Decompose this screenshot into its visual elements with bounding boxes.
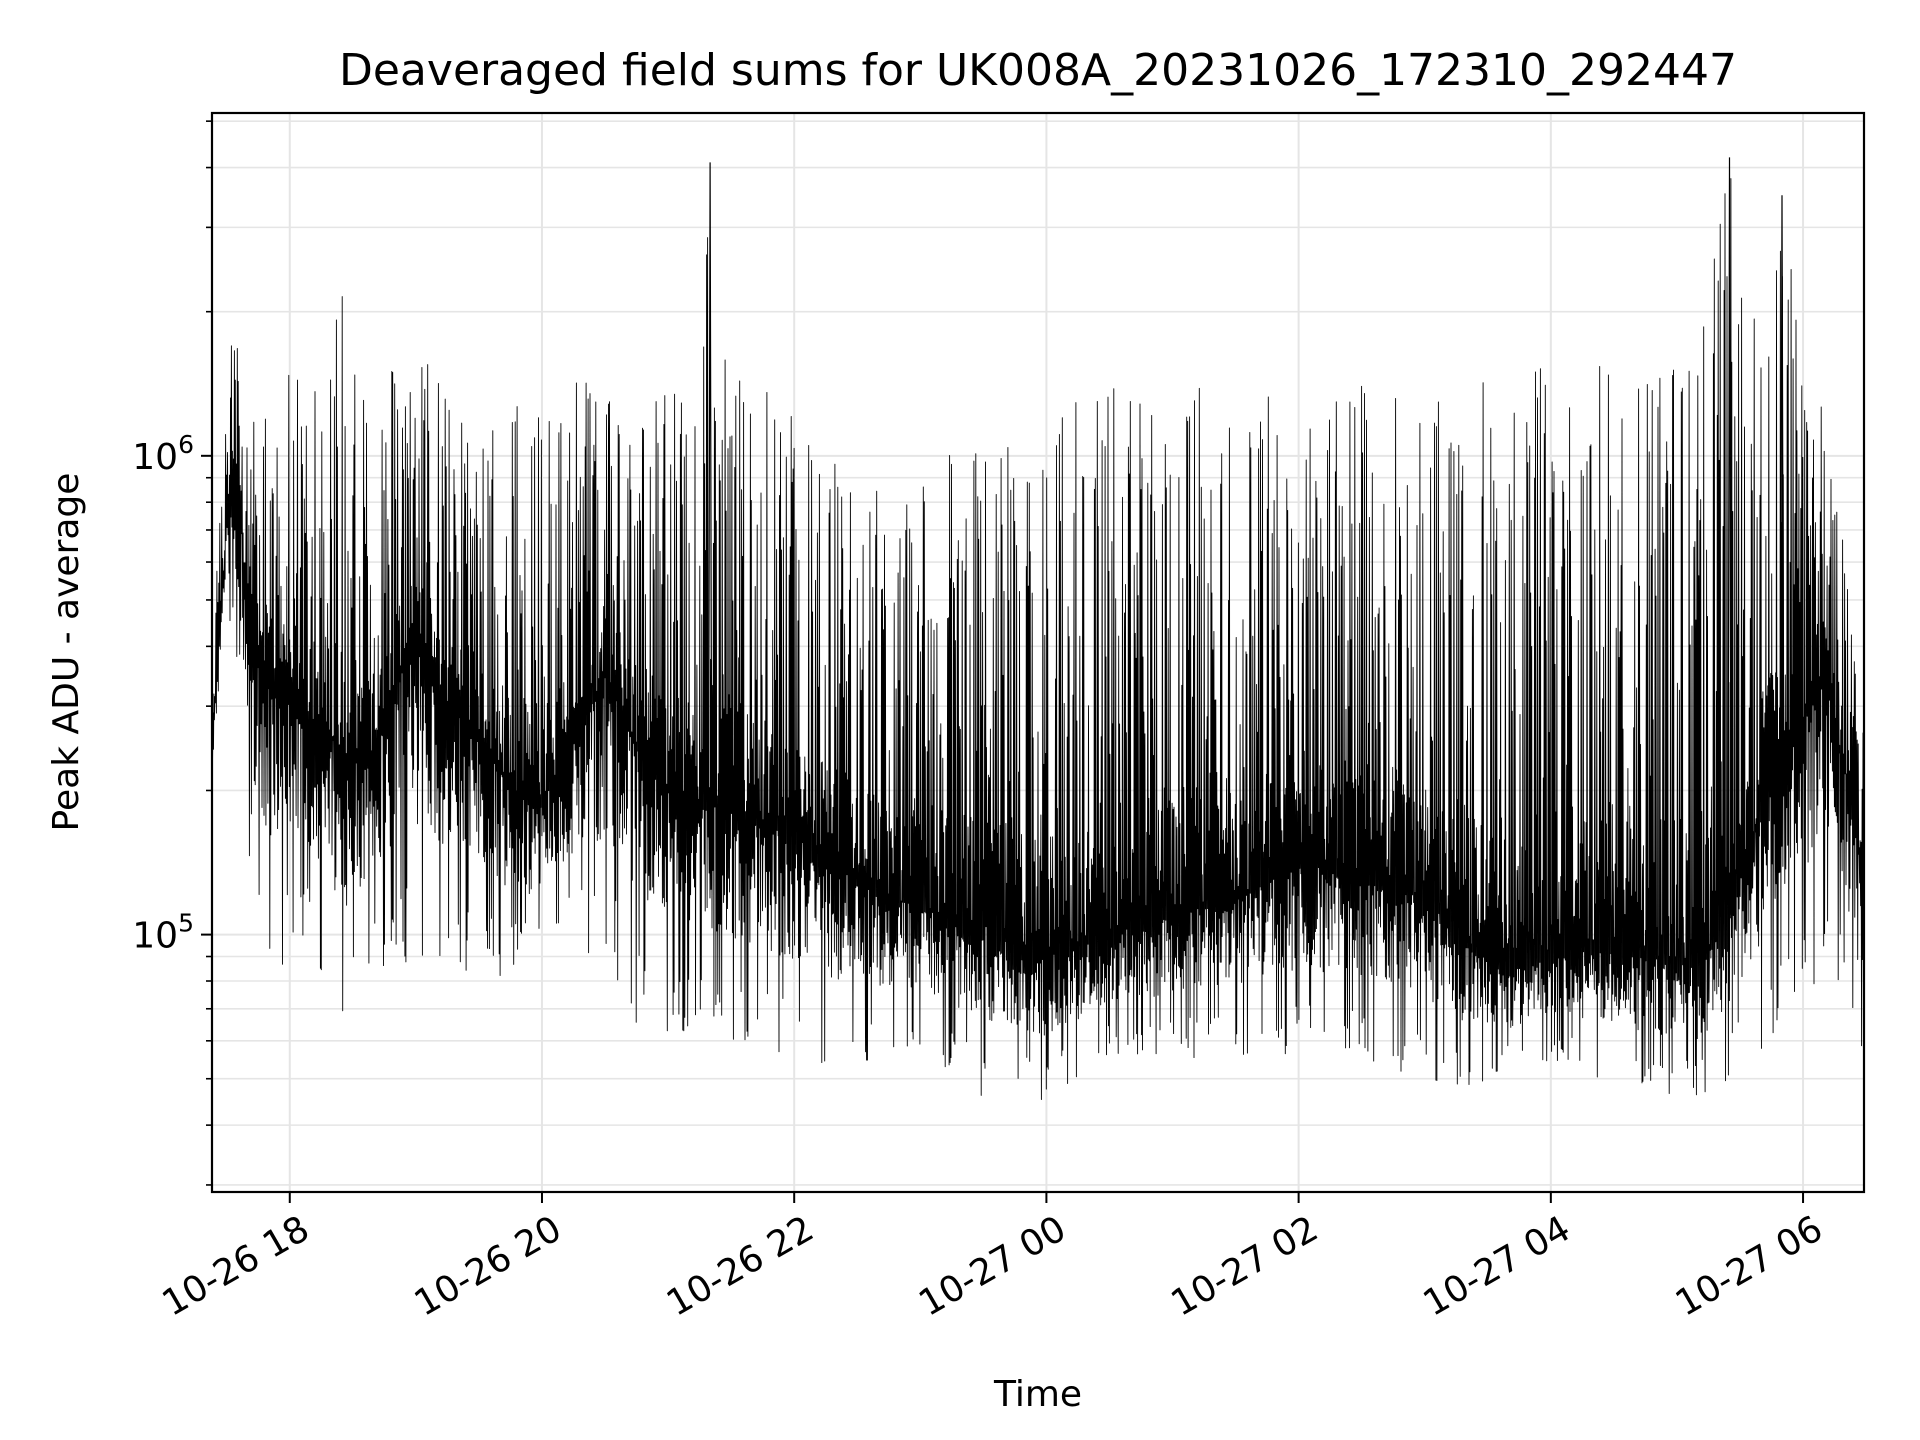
series-layer	[212, 157, 1864, 1100]
y-tick-label-base: 10	[132, 916, 178, 957]
y-tick-label: 105	[132, 909, 194, 957]
y-tick-label: 106	[132, 430, 194, 478]
series-line	[212, 178, 1864, 1100]
y-tick-label-base: 10	[132, 437, 178, 478]
x-axis-label: Time	[993, 1374, 1082, 1415]
plot-area-frame	[210, 111, 1866, 1194]
y-axis-label: Peak ADU - average	[46, 473, 87, 832]
chart-title: Deaveraged field sums for UK008A_2023102…	[339, 45, 1737, 96]
series-spike	[707, 162, 713, 791]
y-tick-label-exponent: 6	[178, 430, 194, 459]
y-tick-label-exponent: 5	[178, 909, 194, 938]
